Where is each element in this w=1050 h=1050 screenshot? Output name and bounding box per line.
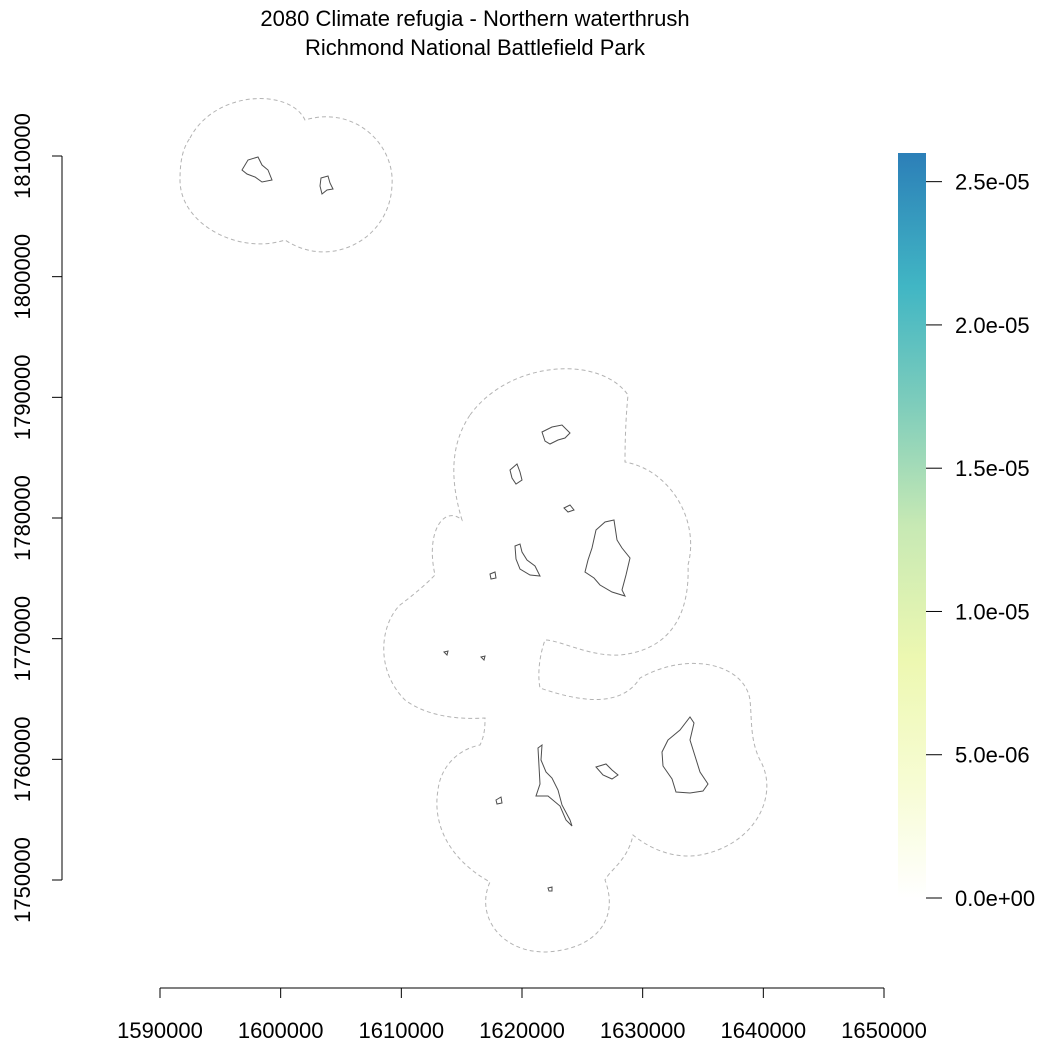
x-tick-label: 1610000 — [359, 1018, 445, 1043]
x-tick-label: 1620000 — [479, 1018, 565, 1043]
y-tick-label: 1770000 — [10, 596, 35, 682]
x-tick-label: 1640000 — [721, 1018, 807, 1043]
park-unit — [535, 743, 573, 827]
legend: 0.0e+00 5.0e-06 1.0e-05 1.5e-05 2.0e-05 2.5e-… — [898, 153, 1035, 911]
legend-tick-label: 5.0e-06 — [955, 743, 1030, 768]
x-tick-label: 1630000 — [600, 1018, 686, 1043]
y-tick-label: 1790000 — [10, 355, 35, 441]
park-unit — [319, 175, 334, 195]
y-tick-label: 1780000 — [10, 475, 35, 561]
x-axis: 1590000 1600000 1610000 1620000 1630000 16400… — [117, 987, 927, 1043]
legend-tick-label: 2.5e-05 — [955, 170, 1030, 195]
x-tick-label: 1600000 — [238, 1018, 324, 1043]
park-unit — [480, 655, 486, 661]
chart-title-line-2: Richmond National Battlefield Park — [305, 35, 646, 60]
park-unit — [241, 156, 273, 183]
park-unit — [661, 716, 709, 794]
buffer-north — [179, 98, 393, 253]
x-tick-label: 1650000 — [841, 1018, 927, 1043]
park-unit — [563, 504, 575, 513]
buffer-central — [383, 368, 768, 953]
park-unit — [595, 763, 619, 780]
chart-title-line-1: 2080 Climate refugia - Northern waterthr… — [260, 6, 689, 31]
y-tick-label: 1800000 — [10, 234, 35, 320]
park-unit — [509, 463, 523, 485]
park-unit — [489, 571, 497, 580]
park-unit — [495, 796, 503, 805]
park-unit — [443, 650, 449, 656]
park-unit — [541, 424, 571, 445]
park-unit — [514, 543, 541, 577]
park-unit — [547, 886, 553, 892]
park-units — [241, 156, 709, 892]
legend-tick-label: 1.0e-05 — [955, 599, 1030, 624]
legend-color-bar — [898, 153, 926, 898]
x-tick-label: 1590000 — [117, 1018, 203, 1043]
y-tick-label: 1810000 — [10, 113, 35, 199]
y-tick-label: 1760000 — [10, 717, 35, 803]
legend-tick-label: 1.5e-05 — [955, 456, 1030, 481]
y-axis: 1750000 1760000 1770000 1780000 1790000 18000… — [10, 113, 63, 923]
legend-tick-label: 2.0e-05 — [955, 313, 1030, 338]
legend-tick-label: 0.0e+00 — [955, 886, 1035, 911]
buffer-outlines — [179, 98, 768, 953]
park-unit — [584, 519, 631, 597]
y-tick-label: 1750000 — [10, 837, 35, 923]
